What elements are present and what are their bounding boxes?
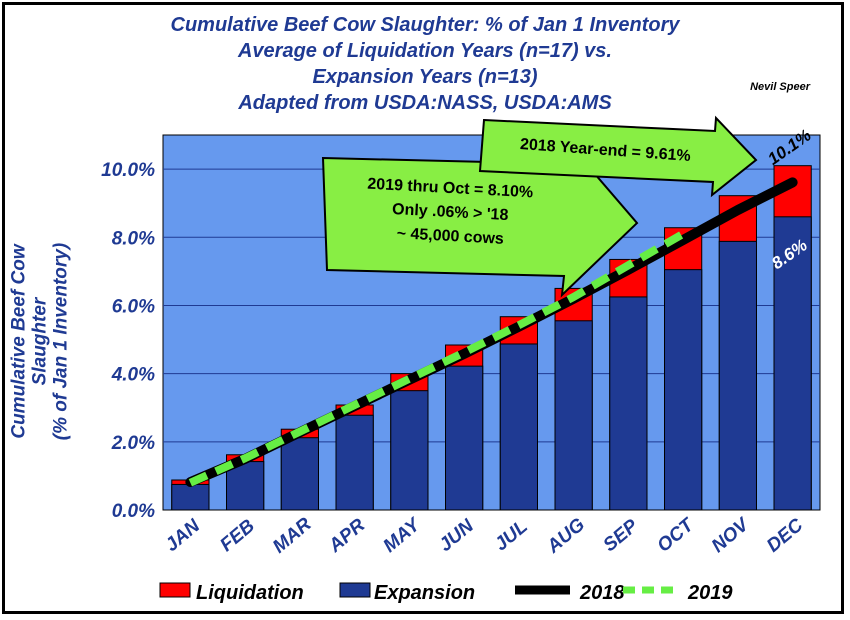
- y-tick-labels: 0.0% 2.0% 4.0% 6.0% 8.0% 10.0%: [101, 160, 155, 522]
- legend-label: Liquidation: [196, 582, 304, 604]
- line-2019: [188, 230, 686, 487]
- legend-swatch: [159, 582, 191, 598]
- x-tick-label: JAN: [162, 515, 206, 556]
- x-tick-label: DEC: [763, 515, 807, 557]
- y-tick-label: 4.0%: [111, 365, 155, 386]
- y-tick-label: 6.0%: [112, 296, 155, 317]
- author-credit: Nevil Speer: [750, 81, 810, 93]
- legend-label: Expansion: [374, 582, 475, 604]
- x-tick-label: MAR: [269, 514, 316, 558]
- x-tick-label: APR: [324, 515, 369, 558]
- bar-expansion: [664, 269, 703, 511]
- y-tick-label: 2.0%: [111, 433, 155, 454]
- bar-expansion: [499, 343, 538, 511]
- bar-expansion: [280, 437, 319, 511]
- legend-label: 2019: [687, 582, 733, 604]
- x-tick-labels: JAN FEB MAR APR MAY JUN JUL AUG SEP OCT NOV DEC: [162, 513, 808, 558]
- bar-expansion: [773, 216, 812, 511]
- bar-expansion: [171, 483, 210, 511]
- y-tick-label: 8.0%: [112, 228, 155, 249]
- series-lines: [185, 177, 798, 488]
- chart-title-line-4: Adapted from USDA:NASS, USDA:AMS: [238, 92, 612, 114]
- bar-expansion: [718, 240, 757, 511]
- chart-title-line-1: Cumulative Beef Cow Slaughter: % of Jan …: [170, 14, 680, 36]
- x-tick-label: MAY: [379, 513, 426, 557]
- legend-swatch: [339, 582, 371, 598]
- chart-title-line-3: Expansion Years (n=13): [312, 66, 538, 88]
- y-tick-label: 0.0%: [112, 501, 155, 522]
- x-tick-label: SEP: [600, 515, 643, 556]
- chart-title-line-2: Average of Liquidation Years (n=17) vs.: [237, 40, 612, 62]
- x-tick-label: NOV: [708, 514, 754, 557]
- y-tick-label: 10.0%: [101, 160, 155, 181]
- bar-expansion: [609, 296, 648, 511]
- annotations: 2019 thru Oct = 8.10% Only .06% > '18 ~ …: [321, 115, 758, 298]
- bars: [171, 165, 812, 511]
- year-end-2018-callout-arrow: [478, 115, 758, 198]
- bar-expansion: [390, 390, 429, 511]
- x-tick-label: FEB: [216, 515, 259, 556]
- ytd-2019-line-3: ~ 45,000 cows: [396, 225, 504, 248]
- x-tick-label: JUN: [435, 515, 479, 556]
- legend-label: 2018: [579, 582, 625, 604]
- bar-expansion: [445, 365, 484, 511]
- legend: Liquidation Expansion 2018 2019: [159, 582, 733, 604]
- x-tick-label: AUG: [542, 514, 589, 558]
- bar-expansion: [335, 414, 374, 511]
- bar-expansion: [554, 320, 593, 511]
- ytd-2019-line-2: Only .06% > '18: [392, 201, 509, 224]
- x-tick-label: JUL: [491, 516, 532, 555]
- line-2018: [185, 177, 798, 488]
- x-tick-label: OCT: [653, 514, 698, 557]
